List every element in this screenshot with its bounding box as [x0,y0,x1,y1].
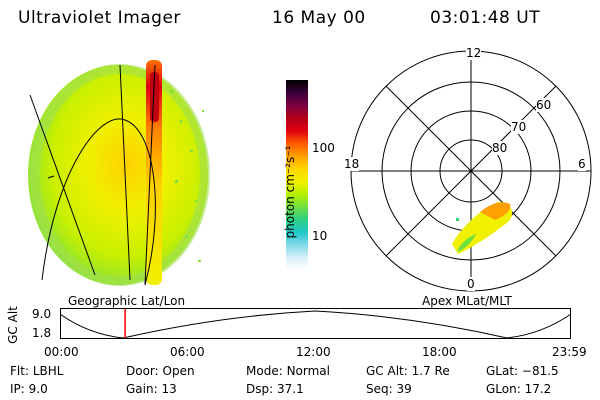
gc-alt-value: 1.7 Re [411,364,450,378]
instrument-title: Ultraviolet Imager [18,8,181,28]
apex-label: Apex MLat/MLT [422,294,512,308]
time-tick-0000: 00:00 [44,345,79,359]
graticule-lines [29,64,156,286]
glon-label: GLon: [486,382,521,396]
glat-label: GLat: [486,364,519,378]
earth-disk [28,65,208,285]
seq-label: Seq: [366,382,393,396]
mlat-label-70: 70 [511,120,527,134]
door-field: Door: Open [126,364,195,378]
gc-alt-field: GC Alt: 1.7 Re [366,364,450,378]
glat-value: −81.5 [521,364,559,378]
glon-value: 17.2 [524,382,552,396]
mode-value: Normal [286,364,330,378]
glat-field: GLat: −81.5 [486,364,559,378]
gain-field: Gain: 13 [126,382,177,396]
ip-field: IP: 9.0 [10,382,48,396]
observation-date: 16 May 00 [272,8,366,28]
alt-tick-low: 1.8 [32,326,52,340]
colorbar-tick-10: 10 [312,229,328,243]
gc-alt-label: GC Alt: [366,364,408,378]
gc-alt-axis-label: GC Alt [6,306,20,344]
gain-value: 13 [161,382,177,396]
polar-grid [350,50,592,292]
altitude-plot [60,308,572,339]
mlt-label-0: 0 [467,277,475,291]
mlt-label-12: 12 [466,46,482,60]
observation-time: 03:01:48 UT [430,8,541,28]
scatter-speckles [170,90,204,262]
alt-tick-high: 9.0 [32,307,52,321]
mode-label: Mode: [246,364,283,378]
seq-field: Seq: 39 [366,382,412,396]
time-tick-0600: 06:00 [170,345,205,359]
time-tick-1200: 12:00 [296,345,331,359]
filter-value: LBHL [32,364,64,378]
dsp-field: Dsp: 37.1 [246,382,304,396]
door-value: Open [162,364,195,378]
altitude-curve [60,310,572,339]
colorbar-tick-100: 100 [312,141,335,155]
mode-field: Mode: Normal [246,364,330,378]
door-label: Door: [126,364,159,378]
polar-aurora [452,202,513,254]
geographic-label: Geographic Lat/Lon [68,294,186,308]
seq-value: 39 [396,382,412,396]
ip-value: 9.0 [28,382,48,396]
geographic-image [28,60,210,286]
filter-field: Flt: LBHL [10,364,63,378]
dsp-label: Dsp: [246,382,274,396]
polar-plot [350,50,592,292]
colorbar-unit-label: photon cm⁻²s⁻¹ [283,145,297,239]
mlat-label-80: 80 [492,141,508,155]
time-tick-2359: 23:59 [552,345,587,359]
mlat-label-60: 60 [536,98,552,112]
aurora-core [150,72,159,122]
ip-label: IP: [10,382,25,396]
filter-label: Flt: [10,364,29,378]
mlt-label-6: 6 [578,157,586,171]
gain-label: Gain: [126,382,158,396]
colorbar [286,80,308,270]
mlt-label-18: 18 [344,157,360,171]
dsp-value: 37.1 [276,382,304,396]
time-tick-1800: 18:00 [422,345,457,359]
glon-field: GLon: 17.2 [486,382,551,396]
